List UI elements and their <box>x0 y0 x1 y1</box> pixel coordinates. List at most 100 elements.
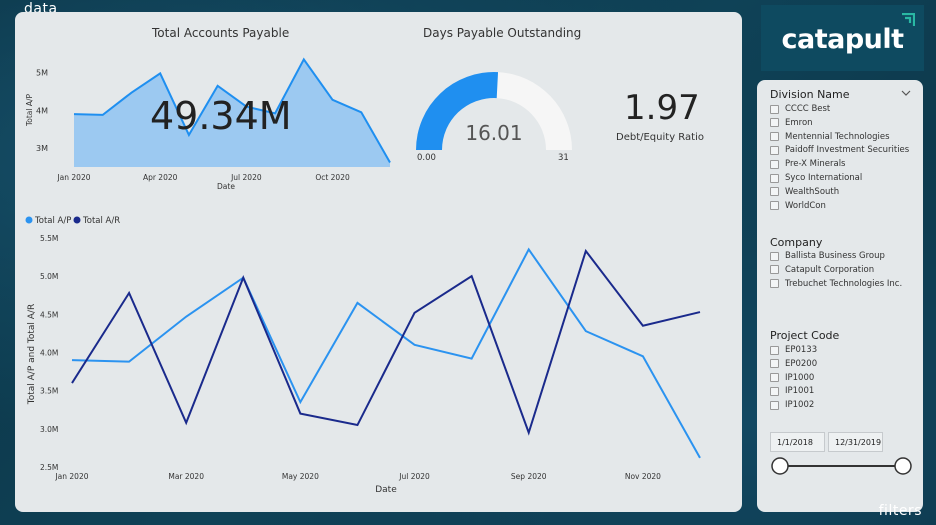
division-option[interactable]: Emron <box>770 117 813 129</box>
checkbox[interactable] <box>770 132 779 142</box>
division-option-label: WealthSouth <box>785 186 840 197</box>
end-date-input[interactable]: 12/31/2019 <box>828 432 883 452</box>
company-option[interactable]: Catapult Corporation <box>770 264 874 276</box>
dpo-card-title: Days Payable Outstanding <box>423 26 582 40</box>
gauge-value-text: 16.01 <box>465 121 522 145</box>
line-y-tick: 5.5M <box>40 234 58 243</box>
line-x-axis-label: Date <box>375 485 397 495</box>
checkbox[interactable] <box>770 187 779 197</box>
debt-equity-value: 1.97 <box>624 88 700 128</box>
division-option[interactable]: Mentennial Technologies <box>770 131 890 143</box>
checkbox[interactable] <box>770 265 779 275</box>
ap-ar-line-chart[interactable]: Total A/P Total A/R 5.5M 5.0M 4.5M 4.0M 3.5M 3… <box>20 208 720 504</box>
checkbox[interactable] <box>770 201 779 211</box>
project-option-label: EP0133 <box>785 345 818 355</box>
line-y-tick: 5.0M <box>40 272 58 281</box>
checkbox[interactable] <box>770 345 779 355</box>
line-x-tick: Jul 2020 <box>398 472 430 481</box>
line-y-tick: 2.5M <box>40 463 58 472</box>
checkbox[interactable] <box>770 118 779 128</box>
division-option-label: WorldCon <box>785 200 826 211</box>
legend-entry[interactable]: Total A/R <box>82 216 120 226</box>
start-date-input[interactable]: 1/1/2018 <box>770 432 825 452</box>
gauge-min-label: 0.00 <box>417 153 436 163</box>
division-option-label: Paidoff Investment Securities <box>785 145 910 156</box>
ap-area-chart[interactable]: 5M 4M 3M Jan 2020 Apr 2020 Jul 2020 Oct 2020 Da… <box>20 42 400 200</box>
line-x-tick: Sep 2020 <box>511 472 547 481</box>
catapult-logo: catapult <box>761 5 924 71</box>
dpo-gauge[interactable]: 16.01 0.00 31 <box>410 60 585 170</box>
ap-area-line <box>73 57 391 163</box>
checkbox[interactable] <box>770 359 779 369</box>
area-y-tick: 4M <box>36 106 48 115</box>
slider-end-handle[interactable] <box>894 457 912 475</box>
company-option[interactable]: Ballista Business Group <box>770 250 885 262</box>
area-y-axis-label: Total A/P <box>25 93 34 127</box>
line-x-tick: Nov 2020 <box>625 472 661 481</box>
division-option-label: CCCC Best <box>785 104 831 114</box>
division-option[interactable]: CCCC Best <box>770 103 830 115</box>
date-range-slider[interactable] <box>766 455 918 477</box>
division-option-label: Syco International <box>785 173 863 183</box>
project-filter-title: Project Code <box>770 329 840 342</box>
line-x-tick: Jan 2020 <box>54 472 88 481</box>
legend-entry[interactable]: Total A/P <box>34 216 71 226</box>
division-option-label: Pre-X Minerals <box>785 159 846 170</box>
company-option-label: Ballista Business Group <box>785 251 885 261</box>
project-option[interactable]: IP1002 <box>770 399 814 411</box>
checkbox[interactable] <box>770 386 779 396</box>
chevron-down-icon[interactable] <box>901 89 911 97</box>
division-option[interactable]: Syco International <box>770 172 862 184</box>
line-y-tick: 4.0M <box>40 349 58 358</box>
gauge-background-arc <box>496 72 572 150</box>
legend-swatch <box>73 216 81 224</box>
project-option[interactable]: EP0133 <box>770 344 817 356</box>
slider-start-handle[interactable] <box>771 457 789 475</box>
area-x-axis-label: Date <box>217 182 235 191</box>
series-line-total-ap[interactable] <box>71 247 701 459</box>
division-option-label: Emron <box>785 117 813 128</box>
filters-label: filters <box>878 503 922 519</box>
line-y-axis-label: Total A/P and Total A/R <box>27 304 37 405</box>
checkbox[interactable] <box>770 373 779 383</box>
division-option[interactable]: Paidoff Investment Securities <box>770 144 909 156</box>
checkbox[interactable] <box>770 279 779 289</box>
company-option-label: Catapult Corporation <box>785 264 875 275</box>
project-option-label: IP1001 <box>785 386 815 397</box>
legend-swatch <box>25 216 33 224</box>
checkbox[interactable] <box>770 104 779 114</box>
division-option[interactable]: Pre-X Minerals <box>770 158 846 170</box>
area-y-tick: 5M <box>36 69 48 78</box>
series-line-total-ar[interactable] <box>71 248 701 436</box>
company-option-label: Trebuchet Technologies Inc. <box>785 278 903 289</box>
company-filter-title: Company <box>770 236 823 249</box>
chart-legend: Total A/P Total A/R <box>25 216 120 226</box>
division-option[interactable]: WorldCon <box>770 200 826 212</box>
checkbox[interactable] <box>770 251 779 261</box>
division-option-label: Mentennial Technologies <box>785 131 890 142</box>
line-x-tick: May 2020 <box>282 472 319 481</box>
area-x-tick: Oct 2020 <box>315 173 350 182</box>
ap-total-value: 49.34M <box>150 94 292 138</box>
project-option-label: IP1002 <box>785 400 815 411</box>
area-x-tick: Apr 2020 <box>143 173 178 182</box>
project-option[interactable]: EP0200 <box>770 358 817 370</box>
checkbox[interactable] <box>770 173 779 183</box>
division-option[interactable]: WealthSouth <box>770 186 839 198</box>
company-option[interactable]: Trebuchet Technologies Inc. <box>770 278 902 290</box>
project-option[interactable]: IP1000 <box>770 372 814 384</box>
gauge-max-label: 31 <box>558 153 569 163</box>
line-x-tick: Mar 2020 <box>168 472 204 481</box>
checkbox[interactable] <box>770 145 779 155</box>
checkbox[interactable] <box>770 400 779 410</box>
area-y-tick: 3M <box>36 144 48 153</box>
project-option-label: EP0200 <box>785 358 818 369</box>
project-option[interactable]: IP1001 <box>770 385 814 397</box>
gauge-value-arc <box>416 71 499 150</box>
line-y-tick: 3.5M <box>40 387 58 396</box>
logo-text: catapult <box>781 23 904 55</box>
checkbox[interactable] <box>770 159 779 169</box>
logo-mark-icon <box>902 13 915 26</box>
line-y-tick: 4.5M <box>40 310 58 319</box>
ap-card-title: Total Accounts Payable <box>152 26 290 40</box>
